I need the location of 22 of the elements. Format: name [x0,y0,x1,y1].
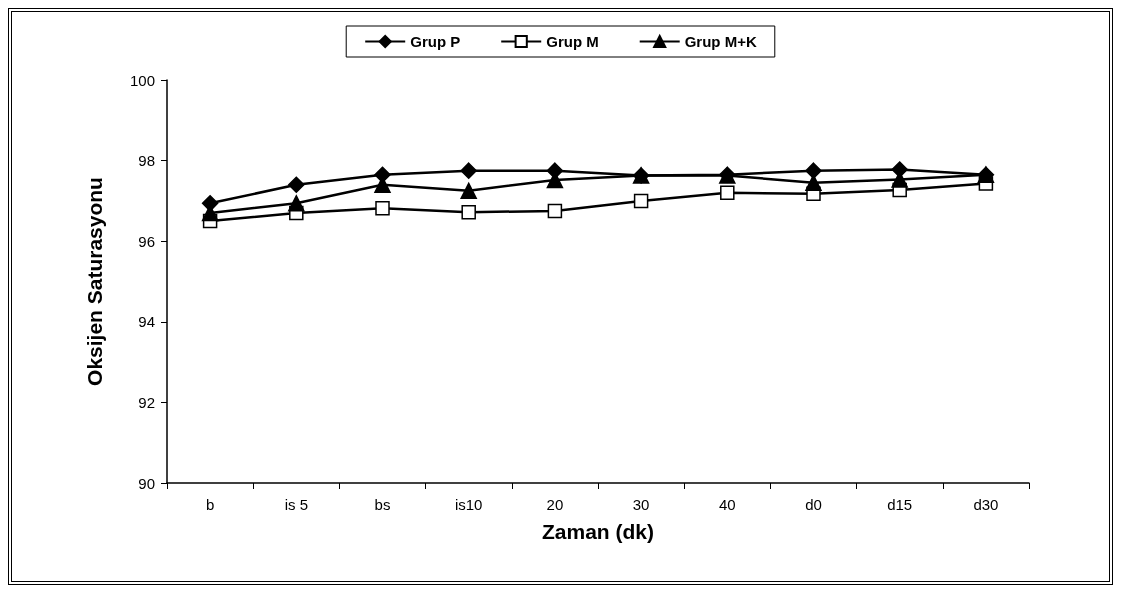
x-tick-label: 40 [718,496,736,513]
x-tick-label: 30 [632,496,650,513]
x-tick-label: d30 [973,496,999,513]
legend-label: Grup M+K [684,33,757,50]
x-tick-label: d15 [887,496,913,513]
y-tick-label: 90 [138,474,155,492]
x-tick-label: 20 [546,496,564,513]
x-tick-label: b [205,496,215,513]
x-tick-label: is10 [454,496,483,513]
x-tick-label: d0 [805,496,822,513]
legend-label: Grup P [410,33,461,50]
y-tick-label: 98 [138,152,155,170]
y-axis-title: Oksijen Saturasyonu [83,177,106,386]
x-tick-label: is 5 [284,496,308,513]
y-tick-label: 94 [138,313,155,331]
y-tick-label: 96 [138,232,155,250]
x-axis-title: Zaman (dk) [541,520,655,543]
y-tick-label: 100 [129,71,155,89]
double-frame: Oksijen Saturasyonu Zaman (dk) 90 92 94 96 98 100 b is 5 bs is10 20 30 40 d0 d15 d30 Grup P Grup M Grup M+K [8,8,1113,585]
x-tick-label: bs [374,496,391,513]
y-tick-label: 92 [138,393,155,411]
legend-label: Grup M [546,33,599,50]
